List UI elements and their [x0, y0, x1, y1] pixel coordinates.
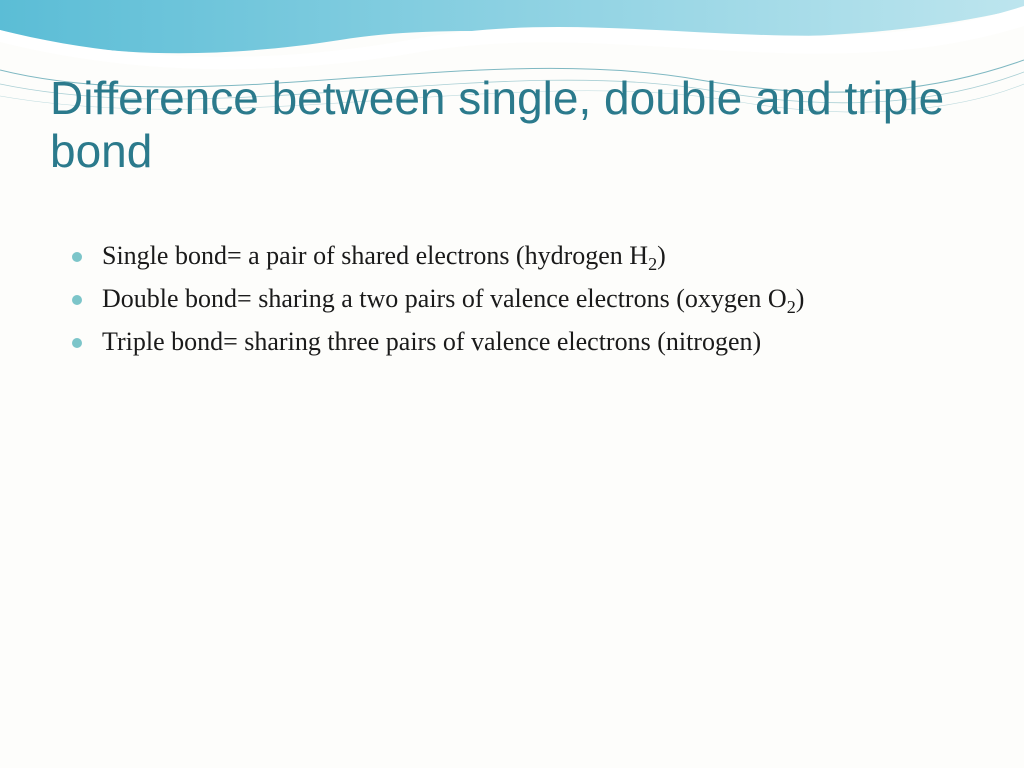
- bullet-icon: [72, 252, 82, 262]
- bullet-text: Double bond= sharing a two pairs of vale…: [102, 284, 804, 313]
- bullet-item: Double bond= sharing a two pairs of vale…: [72, 281, 964, 316]
- slide-title: Difference between single, double and tr…: [50, 72, 974, 178]
- bullet-item: Single bond= a pair of shared electrons …: [72, 238, 964, 273]
- bullet-icon: [72, 295, 82, 305]
- bullet-item: Triple bond= sharing three pairs of vale…: [72, 324, 964, 359]
- bullet-icon: [72, 338, 82, 348]
- bullet-text: Triple bond= sharing three pairs of vale…: [102, 327, 761, 356]
- slide-body: Single bond= a pair of shared electrons …: [72, 238, 964, 367]
- bullet-text: Single bond= a pair of shared electrons …: [102, 241, 666, 270]
